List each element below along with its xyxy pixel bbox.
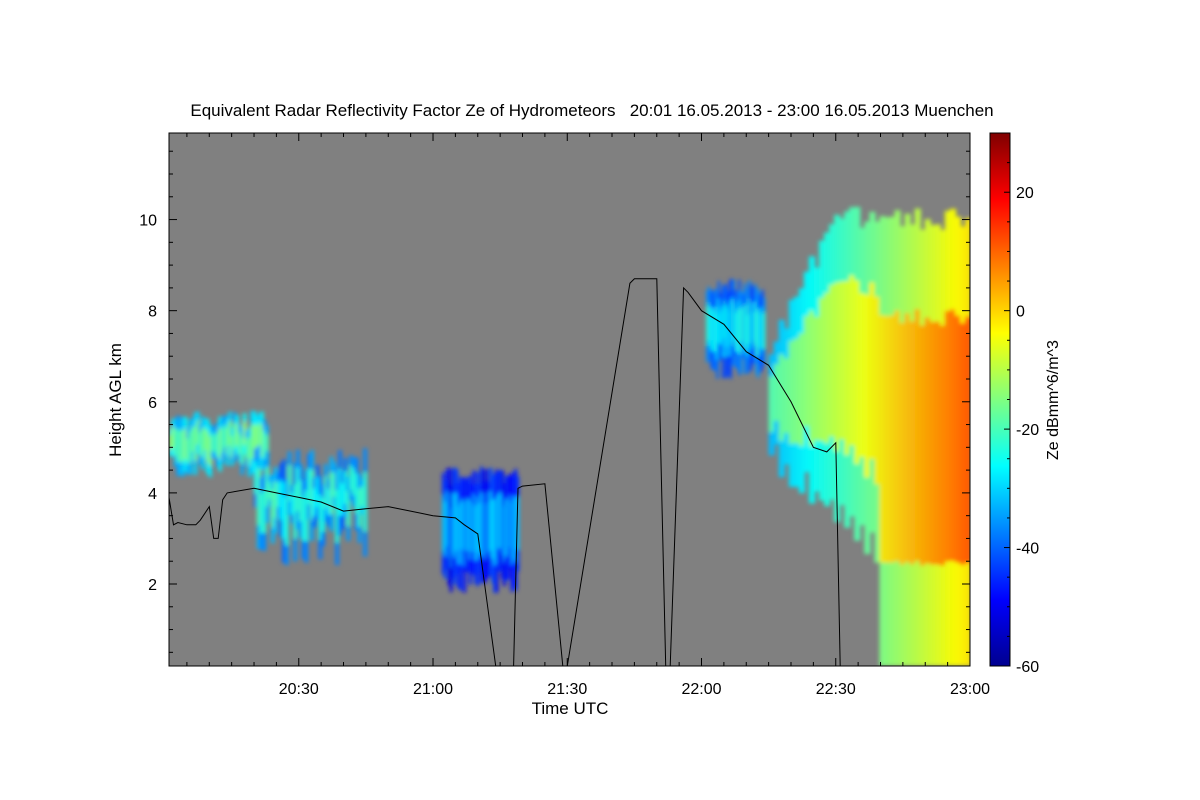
colorbar-label: Ze dBmm^6/m^3 (1045, 340, 1062, 460)
colorbar-axis: 20 0 -20 -40 -60 (1004, 132, 1039, 676)
x-tick-label: 23:00 (950, 681, 990, 698)
y-tick-label: 4 (148, 486, 157, 503)
x-axis-label: Time UTC (532, 699, 609, 718)
echo-patch-2210 (705, 278, 766, 379)
colorbar-tick-label: -20 (1016, 422, 1039, 439)
echo-regions (169, 206, 970, 666)
y-tick-label: 8 (148, 304, 157, 321)
x-tick-label: 21:00 (413, 681, 453, 698)
chart-title: Equivalent Radar Reflectivity Factor Ze … (190, 101, 993, 120)
echo-fall-streaks (254, 445, 368, 566)
plot-frame (168, 132, 971, 667)
x-axis: 20:30 21:00 21:30 22:00 22:30 23:00 (186, 133, 990, 698)
colorbar-tick-label: -60 (1016, 659, 1039, 676)
echo-storm (768, 206, 970, 666)
x-tick-label: 22:00 (681, 681, 721, 698)
x-tick-label: 21:30 (547, 681, 587, 698)
colorbar-tick-label: 20 (1016, 185, 1034, 202)
echo-patch-2105 (441, 466, 520, 593)
cloud-base-line-group (169, 278, 970, 666)
y-tick-label: 10 (139, 213, 157, 230)
x-tick-label: 20:30 (279, 681, 319, 698)
echo-early-layer (169, 410, 269, 478)
colorbar-tick-label: -40 (1016, 541, 1039, 558)
x-tick-label: 22:30 (816, 681, 856, 698)
cloud-base-line (169, 278, 970, 666)
colorbar-tick-label: 0 (1016, 304, 1025, 321)
y-axis-label: Height AGL km (106, 343, 125, 457)
y-axis: 2 4 6 8 10 (139, 150, 970, 653)
y-tick-label: 6 (148, 395, 157, 412)
y-tick-label: 2 (148, 577, 157, 594)
